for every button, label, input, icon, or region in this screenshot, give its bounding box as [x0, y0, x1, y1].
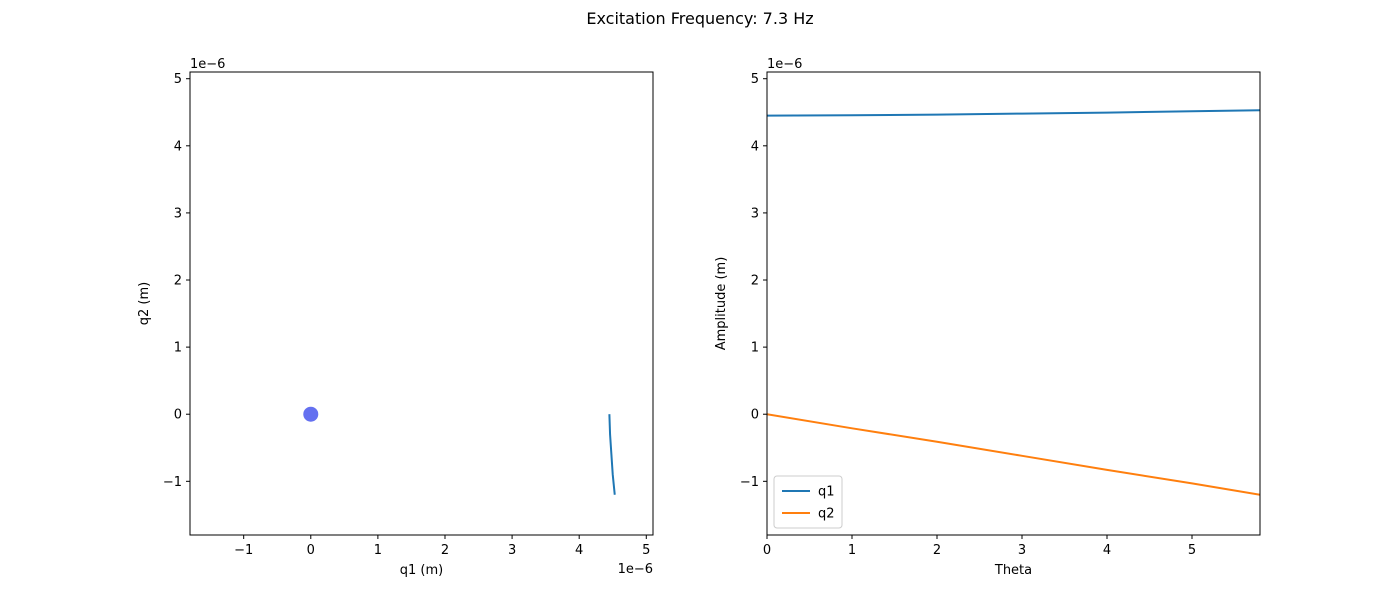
y-tick-label: 5 [751, 72, 759, 87]
x-tick-label: 0 [307, 543, 315, 558]
x-tick-label: 5 [642, 543, 650, 558]
y-tick-label: 1 [174, 341, 182, 356]
x-tick-label: 1 [848, 543, 856, 558]
y-axis-label: q2 (m) [137, 282, 152, 325]
y-tick-label: 1 [751, 341, 759, 356]
axes-frame [766, 71, 1261, 536]
x-offset-text: 1e−6 [618, 562, 653, 577]
x-tick-label: 0 [763, 543, 771, 558]
position-marker [303, 406, 319, 422]
x-tick-label: −1 [234, 543, 253, 558]
x-tick-label: 4 [575, 543, 583, 558]
y-tick-label: 4 [174, 139, 182, 154]
x-tick-label: 1 [374, 543, 382, 558]
x-tick-label: 2 [441, 543, 449, 558]
y-tick-label: 2 [751, 274, 759, 289]
y-tick-label: 5 [174, 72, 182, 87]
series-line-0 [608, 414, 616, 495]
x-axis-label: q1 (m) [400, 563, 443, 578]
x-axis-label: Theta [994, 563, 1032, 578]
y-tick-label: 2 [174, 274, 182, 289]
y-axis-label: Amplitude (m) [714, 257, 729, 351]
y-tick-label: 3 [174, 206, 182, 221]
x-tick-label: 2 [933, 543, 941, 558]
x-tick-label: 3 [508, 543, 516, 558]
phase-plot-panel: −1 0 1 2 3 4 5 −1 0 1 2 3 4 5 q1 (m) q2 (m) 1e−6 1e−6 [137, 57, 654, 578]
axes-frame [189, 71, 654, 536]
x-tick-label: 5 [1188, 543, 1196, 558]
series-line-q2 [767, 413, 1260, 496]
series-line-q1 [767, 109, 1260, 117]
y-tick-label: −1 [740, 475, 759, 490]
y-tick-label: 4 [751, 139, 759, 154]
y-offset-text: 1e−6 [767, 57, 802, 72]
y-tick-label: 3 [751, 206, 759, 221]
x-tick-label: 3 [1018, 543, 1026, 558]
legend-entry-label: q1 [818, 485, 835, 500]
x-tick-label: 4 [1103, 543, 1111, 558]
legend-entry-label: q2 [818, 507, 835, 522]
y-tick-label: 0 [751, 408, 759, 423]
figure-title: Excitation Frequency: 7.3 Hz [586, 9, 814, 28]
y-offset-text: 1e−6 [190, 57, 225, 72]
y-tick-label: −1 [163, 475, 182, 490]
y-tick-label: 0 [174, 408, 182, 423]
